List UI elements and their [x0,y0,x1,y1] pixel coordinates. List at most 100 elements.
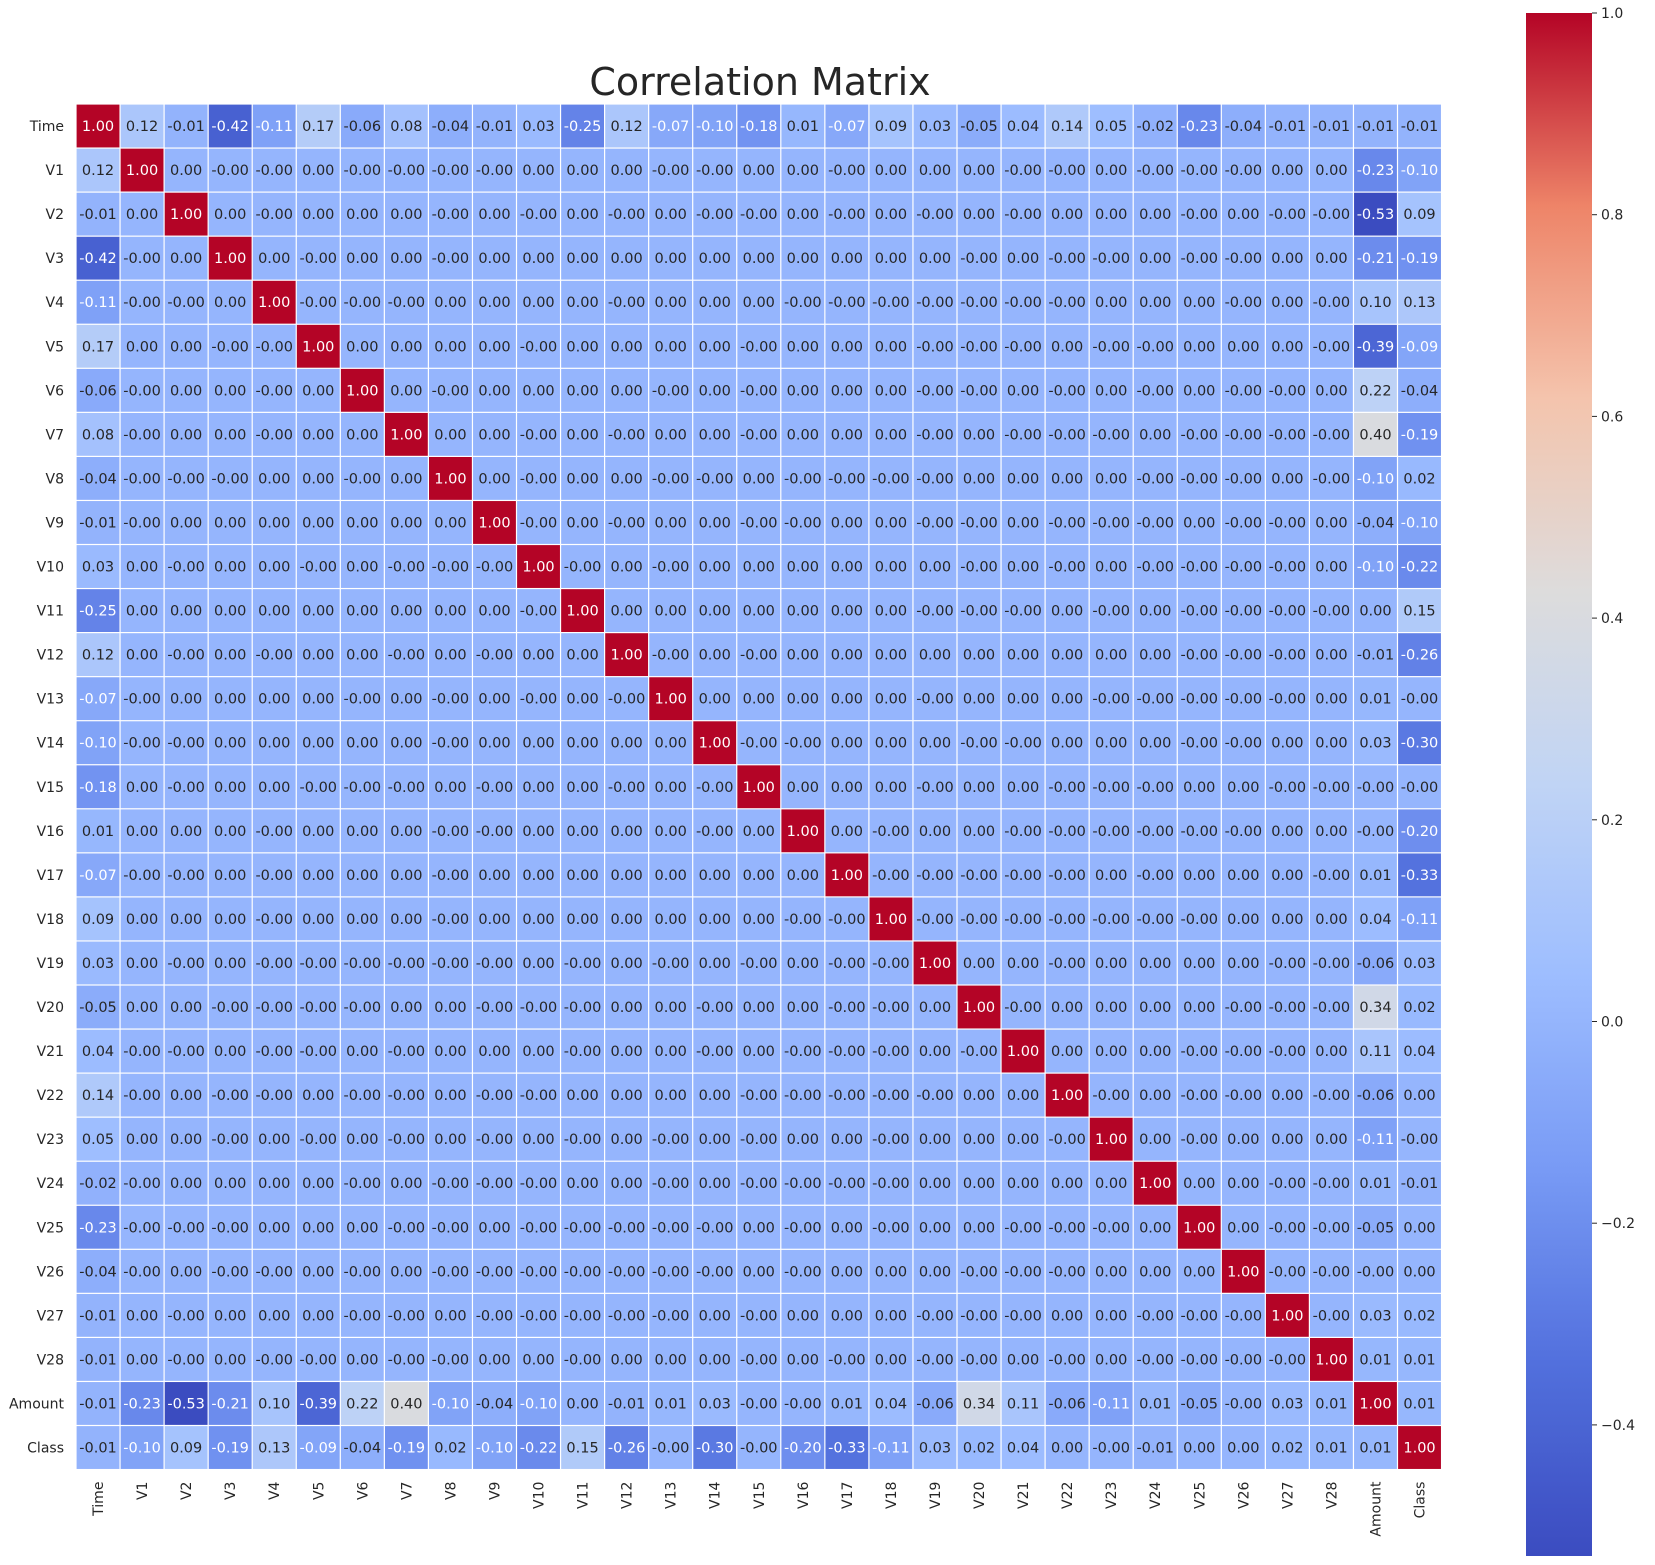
heatmap-cell-label: 0.00 [346,207,378,223]
heatmap-cell [164,897,208,941]
heatmap-cell-label: 0.00 [963,1088,995,1104]
x-axis-tick-label: V21 [1016,1482,1032,1509]
heatmap-cell-label: 0.04 [875,1396,907,1412]
heatmap-cell [208,1029,252,1073]
heatmap-cell-label: -0.00 [520,1220,558,1236]
heatmap-cell-label: 0.00 [1095,648,1127,664]
heatmap-cell [1221,1117,1265,1161]
y-axis-tick-label: V12 [37,648,64,664]
heatmap-cell-label: 0.00 [522,912,554,928]
heatmap-cell-label: 0.00 [1139,207,1171,223]
heatmap-cell [340,1029,384,1073]
heatmap-cell [517,941,560,985]
heatmap-cell-label: -0.00 [1269,207,1307,223]
heatmap-cell [1354,897,1397,941]
heatmap-cell-label: -0.00 [828,912,866,928]
heatmap-cell [473,280,516,324]
heatmap-cell [340,192,384,236]
heatmap-cell [1265,1073,1309,1117]
heatmap-cell [1001,280,1045,324]
heatmap-cell [1265,589,1309,632]
heatmap-cell [825,457,869,500]
heatmap-cell [693,236,737,280]
heatmap-cell-label: 0.00 [699,515,731,531]
heatmap-cell [120,236,164,280]
heatmap-cell-label: -0.04 [476,1396,514,1412]
heatmap-cell-label: 0.00 [743,912,775,928]
heatmap-cell [649,1029,693,1073]
heatmap-cell-label: 0.00 [743,471,775,487]
colorbar-tick-label: 0.8 [1601,208,1623,224]
heatmap-cell-label: -0.00 [872,471,910,487]
heatmap-cell [693,765,737,809]
heatmap-cell-label: 0.00 [346,824,378,840]
heatmap-cell-label: -0.00 [740,339,778,355]
heatmap-cell [1398,104,1441,148]
heatmap-cell [693,897,737,941]
heatmap-cell-label: -0.00 [1225,251,1263,267]
heatmap-cell [1045,853,1089,897]
heatmap-cell-label: 0.00 [831,1308,863,1324]
heatmap-cell [605,148,649,192]
heatmap-cell-label: 0.00 [346,1132,378,1148]
heatmap-cell-label: -0.00 [1048,1264,1086,1280]
heatmap-cell-label: 0.00 [699,427,731,443]
heatmap-cell-label: 0.00 [655,207,687,223]
heatmap-cell [825,412,869,456]
heatmap-cell [913,104,957,148]
heatmap-cell-label: 0.00 [1183,780,1215,796]
heatmap-cell [1354,721,1397,765]
heatmap-cell [76,1029,120,1073]
heatmap-cell [869,809,913,853]
heatmap-cell [693,589,737,632]
heatmap-cell-label: -0.00 [960,736,998,752]
heatmap-cell-label: -0.00 [1225,692,1263,708]
heatmap-cell-label: 0.01 [831,1396,863,1412]
heatmap-cell [957,853,1001,897]
heatmap-cell [164,589,208,632]
heatmap-cell [957,941,1001,985]
heatmap-cell-label: -0.00 [1092,912,1130,928]
heatmap-cell [1398,809,1441,853]
heatmap-cell [384,104,428,148]
heatmap-cell [869,545,913,588]
heatmap-cell [1265,1029,1309,1073]
heatmap-cell [1001,324,1045,368]
heatmap-cell-label: -0.00 [255,339,293,355]
heatmap-cell [957,809,1001,853]
heatmap-cell [76,985,120,1029]
heatmap-cell-label: 0.00 [346,604,378,620]
heatmap-cell-label: -0.00 [1313,1176,1351,1192]
heatmap-cell-label: 0.00 [478,1352,510,1368]
heatmap-cell [781,985,825,1029]
heatmap-cell [649,897,693,941]
heatmap-cell-label: 0.00 [214,692,246,708]
heatmap-cell [164,412,208,456]
heatmap-cell [869,589,913,632]
heatmap-cell-label: -0.26 [1401,648,1439,664]
heatmap-cell-label: 0.00 [787,956,819,972]
heatmap-cell-label: -0.04 [344,1441,382,1457]
heatmap-cell [1265,721,1309,765]
heatmap-cell-label: -0.00 [564,560,602,576]
heatmap-cell-label: -0.00 [1313,427,1351,443]
heatmap-cell-label: -0.00 [123,692,161,708]
heatmap-cell [252,280,296,324]
heatmap-cell-label: -0.00 [1004,339,1042,355]
heatmap-cell [561,236,604,280]
heatmap-cell [252,104,296,148]
heatmap-cell [429,412,472,456]
heatmap-cell-label: 0.00 [1139,1264,1171,1280]
heatmap-cell-label: 0.00 [566,648,598,664]
heatmap-cell [1354,1029,1397,1073]
heatmap-cell-label: -0.00 [1357,824,1395,840]
heatmap-cell-label: 0.00 [1271,339,1303,355]
heatmap-cell-label: 0.00 [170,604,202,620]
heatmap-cell [781,809,825,853]
heatmap-cell [825,104,869,148]
heatmap-cell-label: 0.12 [610,119,642,135]
y-axis-tick-label: V3 [46,251,64,267]
heatmap-cell [1310,501,1353,544]
heatmap-cell-label: 0.00 [126,1000,158,1016]
heatmap-cell [252,1029,296,1073]
